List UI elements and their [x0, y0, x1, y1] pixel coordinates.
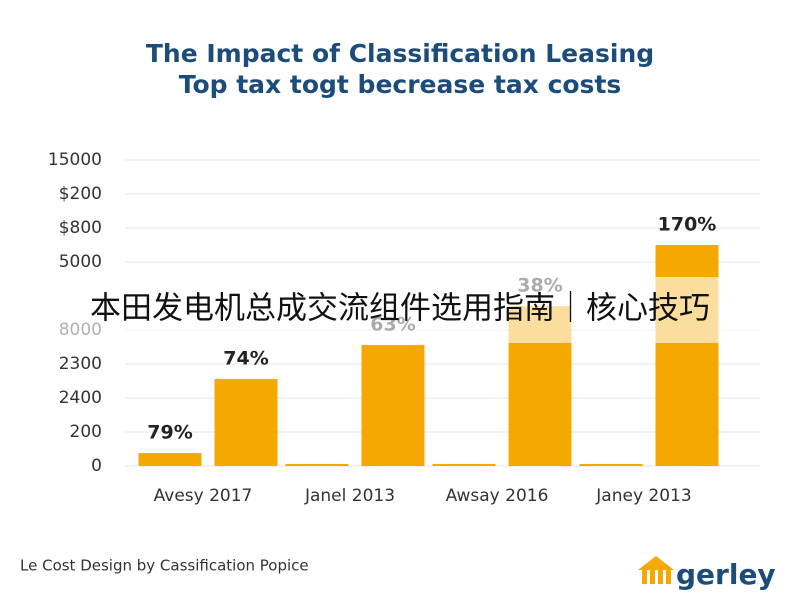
y-tick-label: 200 [70, 422, 102, 442]
footer: Le Cost Design by Cassification Popice [20, 557, 309, 575]
x-tick-label: Awsay 2016 [446, 486, 549, 506]
bar [214, 378, 278, 466]
y-tick-label: 2400 [59, 388, 102, 408]
x-tick-label: Avesy 2017 [154, 486, 253, 506]
bar [361, 344, 425, 466]
banner-bg [0, 277, 800, 343]
data-label: 79% [147, 422, 192, 444]
y-tick-label: 2300 [59, 354, 102, 374]
bar [138, 453, 202, 466]
bar [579, 463, 643, 466]
data-label: 74% [223, 347, 268, 369]
banner-text: 本田发电机总成交流组件选用指南｜核心技巧 [90, 291, 710, 327]
x-tick-label: Janey 2013 [595, 486, 691, 506]
bar [432, 463, 496, 466]
chart-title: The Impact of Classification Leasing [146, 39, 654, 68]
bar [285, 463, 349, 466]
data-label: 170% [658, 214, 717, 236]
x-tick-label: Janel 2013 [304, 486, 395, 506]
logo: gerley [676, 558, 776, 591]
y-tick-label: 15000 [48, 150, 102, 170]
y-tick-label: 5000 [59, 252, 102, 272]
y-tick-label: $800 [59, 218, 102, 238]
y-tick-label: 0 [91, 456, 102, 476]
logo-icon [638, 556, 674, 584]
y-tick-label: $200 [59, 184, 102, 204]
chart-subtitle: Top tax togt becrease tax costs [179, 70, 622, 99]
